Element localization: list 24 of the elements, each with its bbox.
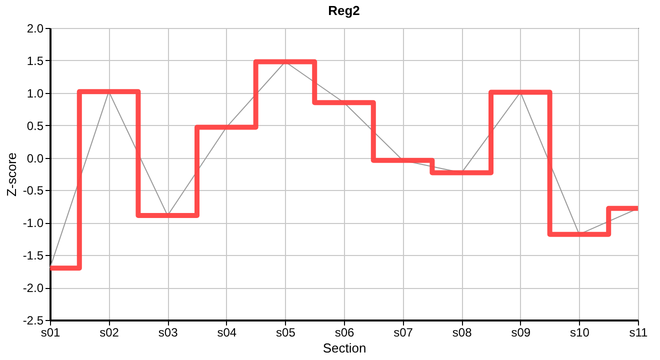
- x-tick-label: s06: [334, 326, 354, 340]
- x-axis-title: Section: [322, 340, 366, 356]
- y-tick-label: -1.0: [22, 216, 44, 230]
- y-tick-label: -2.5: [22, 314, 44, 328]
- y-tick-label: 1.5: [26, 54, 44, 68]
- x-tick-label: s02: [100, 326, 120, 340]
- x-tick-label: s11: [629, 326, 648, 340]
- y-tick-label: 0.0: [26, 151, 44, 166]
- x-tick-label: s05: [276, 326, 296, 340]
- y-tick-label: 0.5: [26, 118, 44, 133]
- y-tick-label: 2.0: [26, 22, 44, 36]
- x-tick-label: s03: [158, 326, 178, 340]
- x-tick-label: s01: [40, 326, 60, 340]
- y-axis-title: Z-score: [4, 152, 19, 197]
- y-tick-label: -0.5: [22, 184, 44, 198]
- y-tick-label: -2.0: [22, 281, 44, 296]
- chart-title: Reg2: [328, 3, 360, 18]
- x-tick-label: s08: [452, 326, 472, 340]
- x-tick-label: s10: [570, 326, 590, 340]
- y-tick-label: 1.0: [26, 86, 44, 100]
- y-tick-label: -1.5: [22, 248, 44, 263]
- x-tick-label: s04: [217, 326, 237, 340]
- x-tick-label: s07: [394, 326, 414, 340]
- x-tick-label: s09: [511, 326, 531, 340]
